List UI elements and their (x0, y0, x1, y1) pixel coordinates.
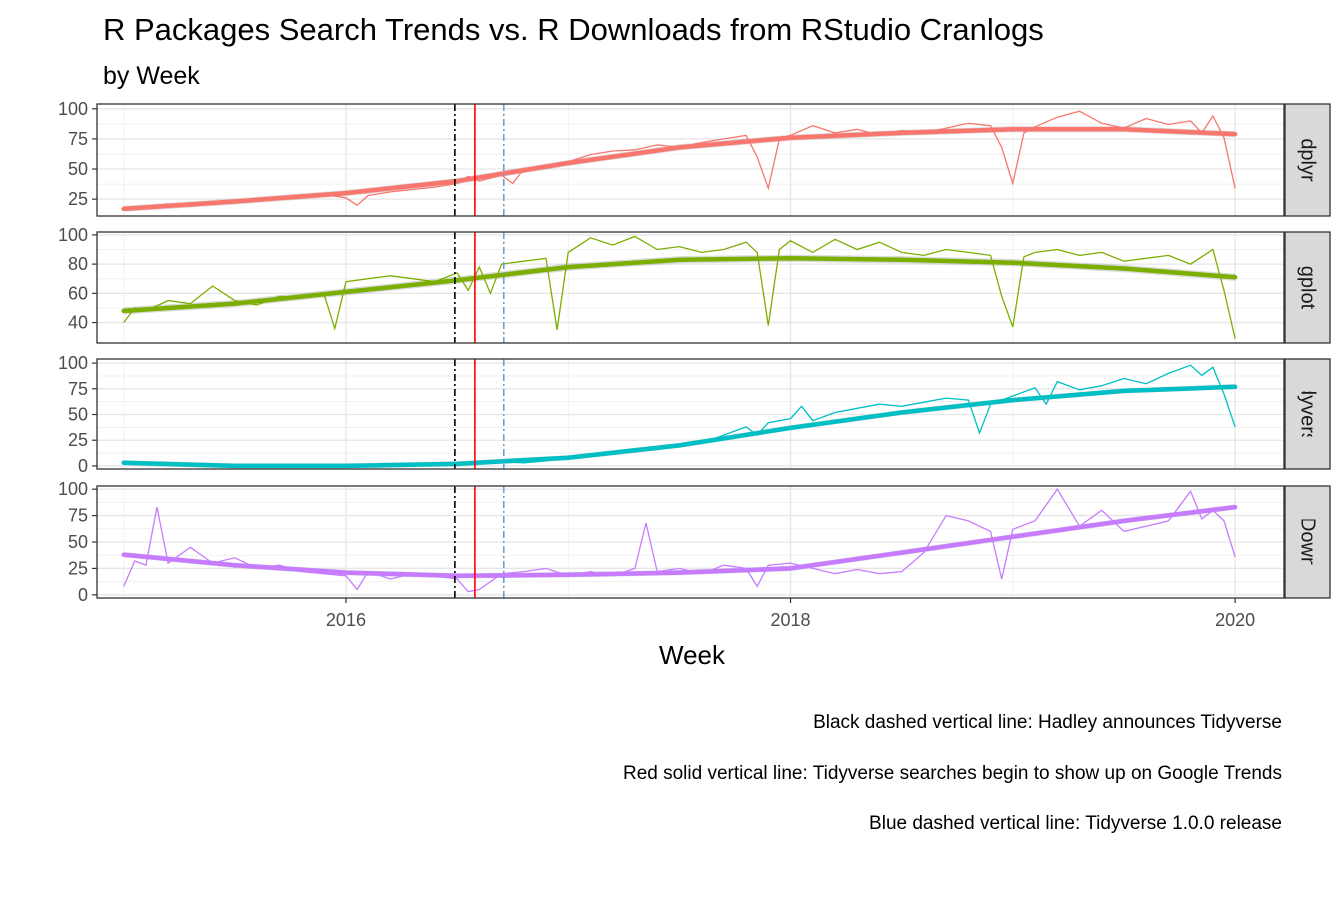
facet-panel-tidyverse: 0 25 50 75 100 tidyverse (58, 353, 1331, 476)
facet-strip (1284, 358, 1331, 470)
smooth-line-ggplot2 (121, 256, 1238, 314)
x-tick-label: 2016 (326, 610, 366, 630)
y-tick-label: 100 (58, 479, 88, 499)
smooth-line-cran-downloads (121, 504, 1238, 579)
smooth-line-dplyr (121, 127, 1238, 212)
y-tick-label: 100 (58, 225, 88, 245)
caption-black-line: Black dashed vertical line: Hadley annou… (813, 712, 1282, 733)
y-tick-label: 40 (68, 313, 88, 333)
x-tick-label: 2018 (771, 610, 811, 630)
y-tick-label: 0 (78, 585, 88, 605)
facet-strip (1284, 103, 1331, 217)
y-tick-label: 50 (68, 405, 88, 425)
facet-panel-cran-downloads: 0 25 50 75 100 Cran Downloads (58, 468, 1331, 616)
facet-strip-label: Cran Downloads (1297, 468, 1319, 616)
x-axis-title: Week (659, 640, 726, 670)
y-tick-label: 75 (68, 129, 88, 149)
y-tick-label: 25 (68, 558, 88, 578)
panel-background (97, 232, 1284, 343)
y-tick-label: 0 (78, 456, 88, 476)
facet-strip (1284, 231, 1331, 344)
facet-strip-label: dplyr (1297, 138, 1319, 182)
y-tick-label: 100 (58, 99, 88, 119)
y-tick-label: 50 (68, 159, 88, 179)
x-axis: 2016 2018 2020 (326, 598, 1255, 630)
y-tick-label: 75 (68, 379, 88, 399)
y-tick-label: 25 (68, 430, 88, 450)
chart-title: R Packages Search Trends vs. R Downloads… (103, 12, 1044, 47)
y-tick-label: 80 (68, 254, 88, 274)
y-tick-label: 50 (68, 532, 88, 552)
series-line-dplyr (123, 110, 1236, 210)
x-tick-label: 2020 (1215, 610, 1255, 630)
caption-blue-line: Blue dashed vertical line: Tidyverse 1.0… (869, 813, 1282, 834)
caption-red-line: Red solid vertical line: Tidyverse searc… (623, 763, 1282, 784)
panel-border (96, 231, 1285, 344)
facet-strip (1284, 485, 1331, 599)
y-tick-label: 25 (68, 189, 88, 209)
facet-panel-ggplot2: 40 60 80 100 ggplot2 (58, 225, 1331, 344)
facet-strip-label: ggplot2 (1297, 255, 1319, 321)
y-tick-label: 60 (68, 283, 88, 303)
facet-strip-label: tidyverse (1297, 374, 1319, 454)
facet-panel-dplyr: 25 50 75 100 dplyr (58, 99, 1331, 217)
y-tick-label: 100 (58, 353, 88, 373)
chart-subtitle: by Week (103, 62, 200, 90)
facet-panels: 25 50 75 100 dplyr 40 60 80 100 ggplot2 0 25 50 75 100… (58, 99, 1331, 616)
smooth-line-tidyverse (121, 384, 1238, 469)
y-tick-label: 75 (68, 506, 88, 526)
panel-border (96, 103, 1285, 217)
